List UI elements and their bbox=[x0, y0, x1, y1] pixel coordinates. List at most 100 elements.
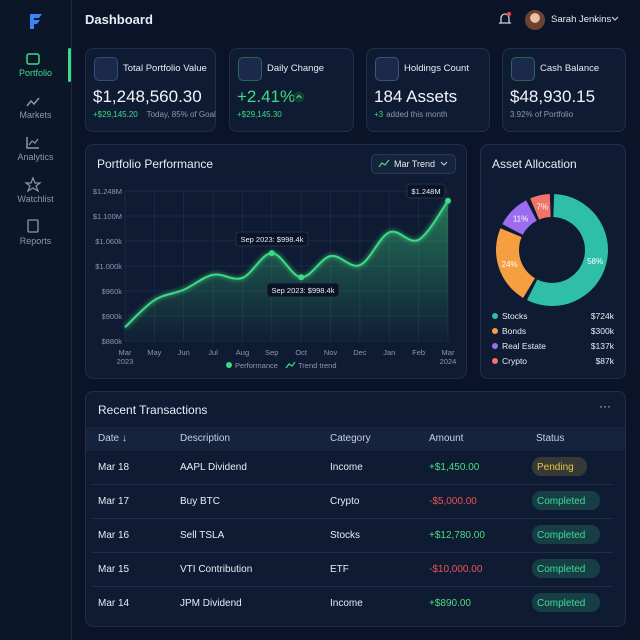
legend-amount: $724k bbox=[591, 311, 615, 321]
donut-segment bbox=[527, 194, 608, 306]
legend-swatch bbox=[492, 313, 498, 319]
cell-date: Mar 16 bbox=[98, 530, 130, 541]
card-label: Daily Change bbox=[267, 63, 325, 74]
cell-category: Stocks bbox=[330, 530, 361, 541]
cell-category: Income bbox=[330, 598, 363, 609]
status-pill bbox=[532, 593, 600, 612]
x-year-label: 2023 bbox=[117, 357, 134, 366]
point bbox=[445, 197, 451, 204]
performance-chart: $880k $900k $960k $1.000k $1.060k $1.100M $1.2… bbox=[93, 183, 456, 370]
donut-segment bbox=[502, 200, 537, 235]
x-tick-label: Nov bbox=[324, 348, 338, 357]
tooltip bbox=[406, 183, 446, 199]
card-icon bbox=[375, 57, 399, 81]
cell-description: AAPL Dividend bbox=[180, 462, 247, 473]
point bbox=[298, 274, 305, 281]
card-value: $48,930.15 bbox=[510, 87, 596, 106]
column-header[interactable]: Date ↓ bbox=[98, 433, 127, 444]
cell-description: Sell TSLA bbox=[180, 530, 225, 541]
card-sub-highlight: +$29,145.30 bbox=[237, 110, 282, 119]
cell-amount: +$12,780.00 bbox=[429, 530, 485, 541]
nav-item[interactable]: Portfolio bbox=[18, 68, 53, 78]
avatar[interactable] bbox=[525, 10, 545, 30]
y-tick-label: $960k bbox=[102, 287, 123, 296]
card-sub: added this month bbox=[386, 110, 448, 119]
range-label[interactable]: Mar Trend bbox=[394, 159, 436, 169]
row-divider bbox=[92, 518, 613, 519]
x-tick-label: Oct bbox=[295, 348, 308, 357]
cell-category: ETF bbox=[330, 564, 349, 575]
card-value: 184 Assets bbox=[374, 87, 458, 106]
cell-amount: -$10,000.00 bbox=[429, 564, 483, 575]
panel-title: Portfolio Performance bbox=[97, 157, 214, 171]
y-tick-label: $1.000k bbox=[95, 262, 122, 271]
legend-amount: $300k bbox=[591, 326, 615, 336]
nav-item[interactable]: Markets bbox=[19, 110, 52, 120]
legend-label: Performance bbox=[235, 361, 278, 370]
allocation-chart: 58% Stocks $724k 24% Bonds $300k 11% Real Estat… bbox=[492, 194, 615, 366]
legend-swatch bbox=[492, 358, 498, 364]
y-tick-label: $1.060k bbox=[95, 237, 122, 246]
column-header: Status bbox=[536, 433, 565, 444]
cell-amount: +$1,450.00 bbox=[429, 462, 480, 473]
card-sub-highlight: +$29,145.20 bbox=[93, 110, 138, 119]
chevron[interactable] bbox=[611, 16, 619, 22]
card-sub: Today, 85% of Goal bbox=[146, 110, 216, 119]
area bbox=[125, 200, 448, 341]
donut-label: 58% bbox=[587, 257, 603, 266]
status: Pending bbox=[537, 462, 574, 473]
x-tick-label: May bbox=[147, 348, 161, 357]
status: Completed bbox=[537, 530, 586, 541]
status: Completed bbox=[537, 598, 586, 609]
status-pill bbox=[532, 525, 600, 544]
card-icon bbox=[238, 57, 262, 81]
card-label: Holdings Count bbox=[404, 63, 469, 74]
status: Completed bbox=[537, 564, 586, 575]
nav-icons bbox=[24, 53, 42, 233]
x-tick-label: Feb bbox=[412, 348, 425, 357]
icon bbox=[24, 176, 42, 193]
panel-title: Recent Transactions bbox=[98, 403, 208, 417]
range-button[interactable] bbox=[371, 154, 456, 174]
page-title: Dashboard bbox=[85, 12, 153, 27]
cell-date: Mar 18 bbox=[98, 462, 130, 473]
legend-swatch bbox=[492, 343, 498, 349]
nav-item[interactable]: Analytics bbox=[17, 152, 54, 162]
legend-label: Crypto bbox=[502, 356, 527, 366]
table-header bbox=[86, 427, 625, 451]
more-button[interactable]: ··· bbox=[599, 399, 611, 413]
cell-date: Mar 14 bbox=[98, 598, 130, 609]
x-tick-label: Mar bbox=[442, 348, 455, 357]
legend-amount: $137k bbox=[591, 341, 615, 351]
donut-label: 24% bbox=[502, 260, 518, 269]
nav-item[interactable]: Reports bbox=[19, 236, 52, 246]
cell-date: Mar 15 bbox=[98, 564, 130, 575]
tooltip bbox=[266, 282, 340, 298]
status-pill bbox=[532, 491, 600, 510]
legend-swatch bbox=[492, 328, 498, 334]
x-tick-label: Jul bbox=[208, 348, 218, 357]
card bbox=[229, 48, 354, 132]
tooltip-text: Sep 2023: $998.4k bbox=[272, 286, 335, 295]
column-header: Description bbox=[180, 433, 231, 444]
nav-item[interactable]: Watchlist bbox=[17, 194, 54, 204]
cell-description: JPM Dividend bbox=[180, 598, 242, 609]
row-divider bbox=[92, 586, 613, 587]
legend-label: Real Estate bbox=[502, 341, 546, 351]
card-value: +2.41% bbox=[237, 87, 296, 106]
logo bbox=[30, 14, 42, 29]
card-label: Cash Balance bbox=[540, 63, 600, 74]
user-name[interactable]: Sarah Jenkins bbox=[551, 14, 612, 25]
x-tick-label: Jun bbox=[178, 348, 190, 357]
cell-date: Mar 17 bbox=[98, 496, 130, 507]
icon bbox=[26, 97, 40, 107]
cell-amount: -$5,000.00 bbox=[429, 496, 477, 507]
bell[interactable] bbox=[497, 11, 513, 27]
tooltip-text: $1.248M bbox=[411, 187, 440, 196]
y-tick-label: $880k bbox=[102, 337, 123, 346]
cell-category: Crypto bbox=[330, 496, 360, 507]
donut-label: 11% bbox=[513, 215, 528, 224]
status-pill bbox=[532, 559, 600, 578]
icon bbox=[27, 219, 39, 233]
